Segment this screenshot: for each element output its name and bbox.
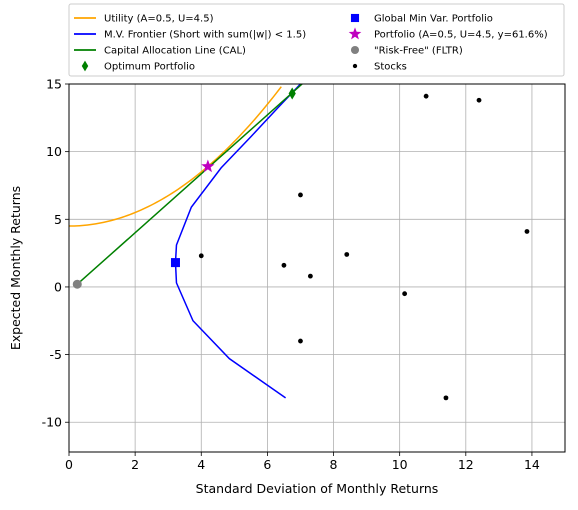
legend-swatch-rf xyxy=(350,45,360,55)
legend-swatch-optimum xyxy=(81,60,89,72)
frontier-line xyxy=(174,84,302,399)
legend-entry-optimum: Optimum Portfolio xyxy=(81,60,195,73)
legend-label-stocks: Stocks xyxy=(374,62,407,73)
portfolio-point xyxy=(201,159,215,173)
legend-label-gmv: Global Min Var. Portfolio xyxy=(374,14,493,25)
stock-point xyxy=(402,291,408,297)
x-tick-label: 2 xyxy=(131,457,139,472)
y-tick-label: 0 xyxy=(54,279,62,294)
x-tick-label: 0 xyxy=(65,457,73,472)
legend-entry-cal: Capital Allocation Line (CAL) xyxy=(74,46,246,57)
legend-label-portfolio: Portfolio (A=0.5, U=4.5, y=61.6%) xyxy=(374,30,548,41)
legend-entry-frontier: M.V. Frontier (Short with sum(|w|) < 1.5… xyxy=(74,30,306,41)
y-tick-label: -10 xyxy=(42,415,62,430)
legend: Utility (A=0.5, U=4.5) Global Min Var. Po… xyxy=(68,3,565,77)
legend-label-utility: Utility (A=0.5, U=4.5) xyxy=(104,14,214,25)
stock-point xyxy=(198,253,204,259)
legend-entry-utility: Utility (A=0.5, U=4.5) xyxy=(74,14,214,25)
plot-area: 0 2 4 6 8 10 12 14 -10 -5 0 5 10 15 xyxy=(42,77,566,473)
stock-point xyxy=(443,395,449,401)
legend-label-cal: Capital Allocation Line (CAL) xyxy=(104,46,246,57)
x-tick-label: 8 xyxy=(330,457,338,472)
stock-point xyxy=(344,252,350,257)
cal-line xyxy=(76,84,303,285)
ticks: 0 2 4 6 8 10 12 14 -10 -5 0 5 10 15 xyxy=(42,77,540,473)
optimum-point xyxy=(288,87,296,100)
y-axis-label: Expected Monthly Returns xyxy=(8,186,23,350)
legend-entry-gmv: Global Min Var. Portfolio xyxy=(350,13,493,25)
grid xyxy=(68,83,565,452)
legend-label-optimum: Optimum Portfolio xyxy=(104,62,195,73)
axes-frame xyxy=(68,83,566,453)
legend-label-rf: "Risk-Free" (FLTR) xyxy=(374,46,463,57)
stock-point xyxy=(423,93,429,99)
stock-point xyxy=(281,262,287,268)
y-tick-label: 10 xyxy=(46,144,62,159)
legend-entry-rf: "Risk-Free" (FLTR) xyxy=(350,45,463,57)
stock-point xyxy=(298,192,303,198)
y-tick-label: 5 xyxy=(54,212,62,227)
stock-point xyxy=(298,338,303,344)
stock-point xyxy=(307,273,313,279)
y-tick-label: 15 xyxy=(46,77,62,92)
x-tick-label: 14 xyxy=(524,457,540,472)
legend-swatch-stocks xyxy=(352,63,358,69)
legend-label-frontier: M.V. Frontier (Short with sum(|w|) < 1.5… xyxy=(104,30,306,41)
stock-point xyxy=(476,97,482,103)
legend-entry-portfolio: Portfolio (A=0.5, U=4.5, y=61.6%) xyxy=(348,27,548,41)
x-tick-label: 6 xyxy=(263,457,271,472)
gmv-point xyxy=(170,258,180,268)
legend-swatch-portfolio xyxy=(348,27,362,40)
legend-swatch-gmv xyxy=(350,13,360,23)
x-tick-label: 12 xyxy=(458,457,474,472)
x-tick-label: 10 xyxy=(392,457,408,472)
x-tick-label: 4 xyxy=(197,457,205,472)
stock-point xyxy=(524,229,530,234)
y-tick-label: -5 xyxy=(50,347,62,362)
legend-entry-stocks: Stocks xyxy=(352,62,407,73)
x-axis-label: Standard Deviation of Monthly Returns xyxy=(196,481,439,496)
utility-curve xyxy=(69,86,282,227)
risk-free-point xyxy=(72,279,82,289)
legend-frame xyxy=(68,3,565,77)
